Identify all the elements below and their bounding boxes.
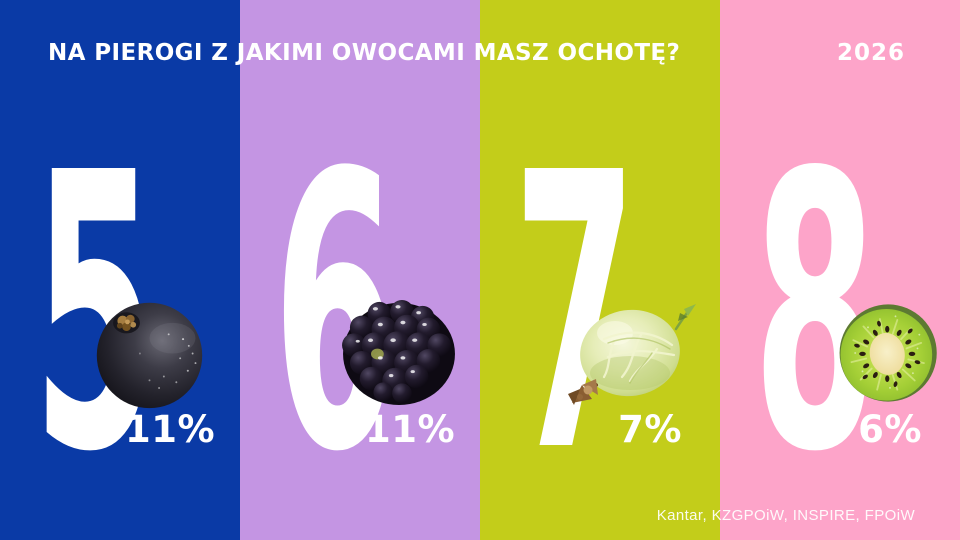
percent-label: 11%: [364, 408, 456, 451]
year-label: 2026: [836, 40, 905, 66]
percent-label: 11%: [124, 408, 216, 451]
column-blackberry: 6: [240, 0, 480, 540]
percent-label: 7%: [618, 408, 682, 451]
column-kiwi: 8: [720, 0, 960, 540]
column-blackcurrant: 5: [0, 0, 240, 540]
source-credits: Kantar, KZGPOiW, INSPIRE, FPOiW: [656, 507, 915, 524]
blackberry-image: [340, 298, 458, 406]
column-gooseberry: 7: [480, 0, 720, 540]
rank-number-8: 8: [752, 92, 878, 535]
gooseberry-image: [560, 293, 700, 418]
page-title: NA PIEROGI Z JAKIMI OWOCAMI MASZ OCHOTĘ?: [48, 40, 681, 66]
kiwi-image: [835, 298, 945, 408]
percent-label: 6%: [858, 408, 922, 451]
blackcurrant-image: [92, 296, 207, 411]
